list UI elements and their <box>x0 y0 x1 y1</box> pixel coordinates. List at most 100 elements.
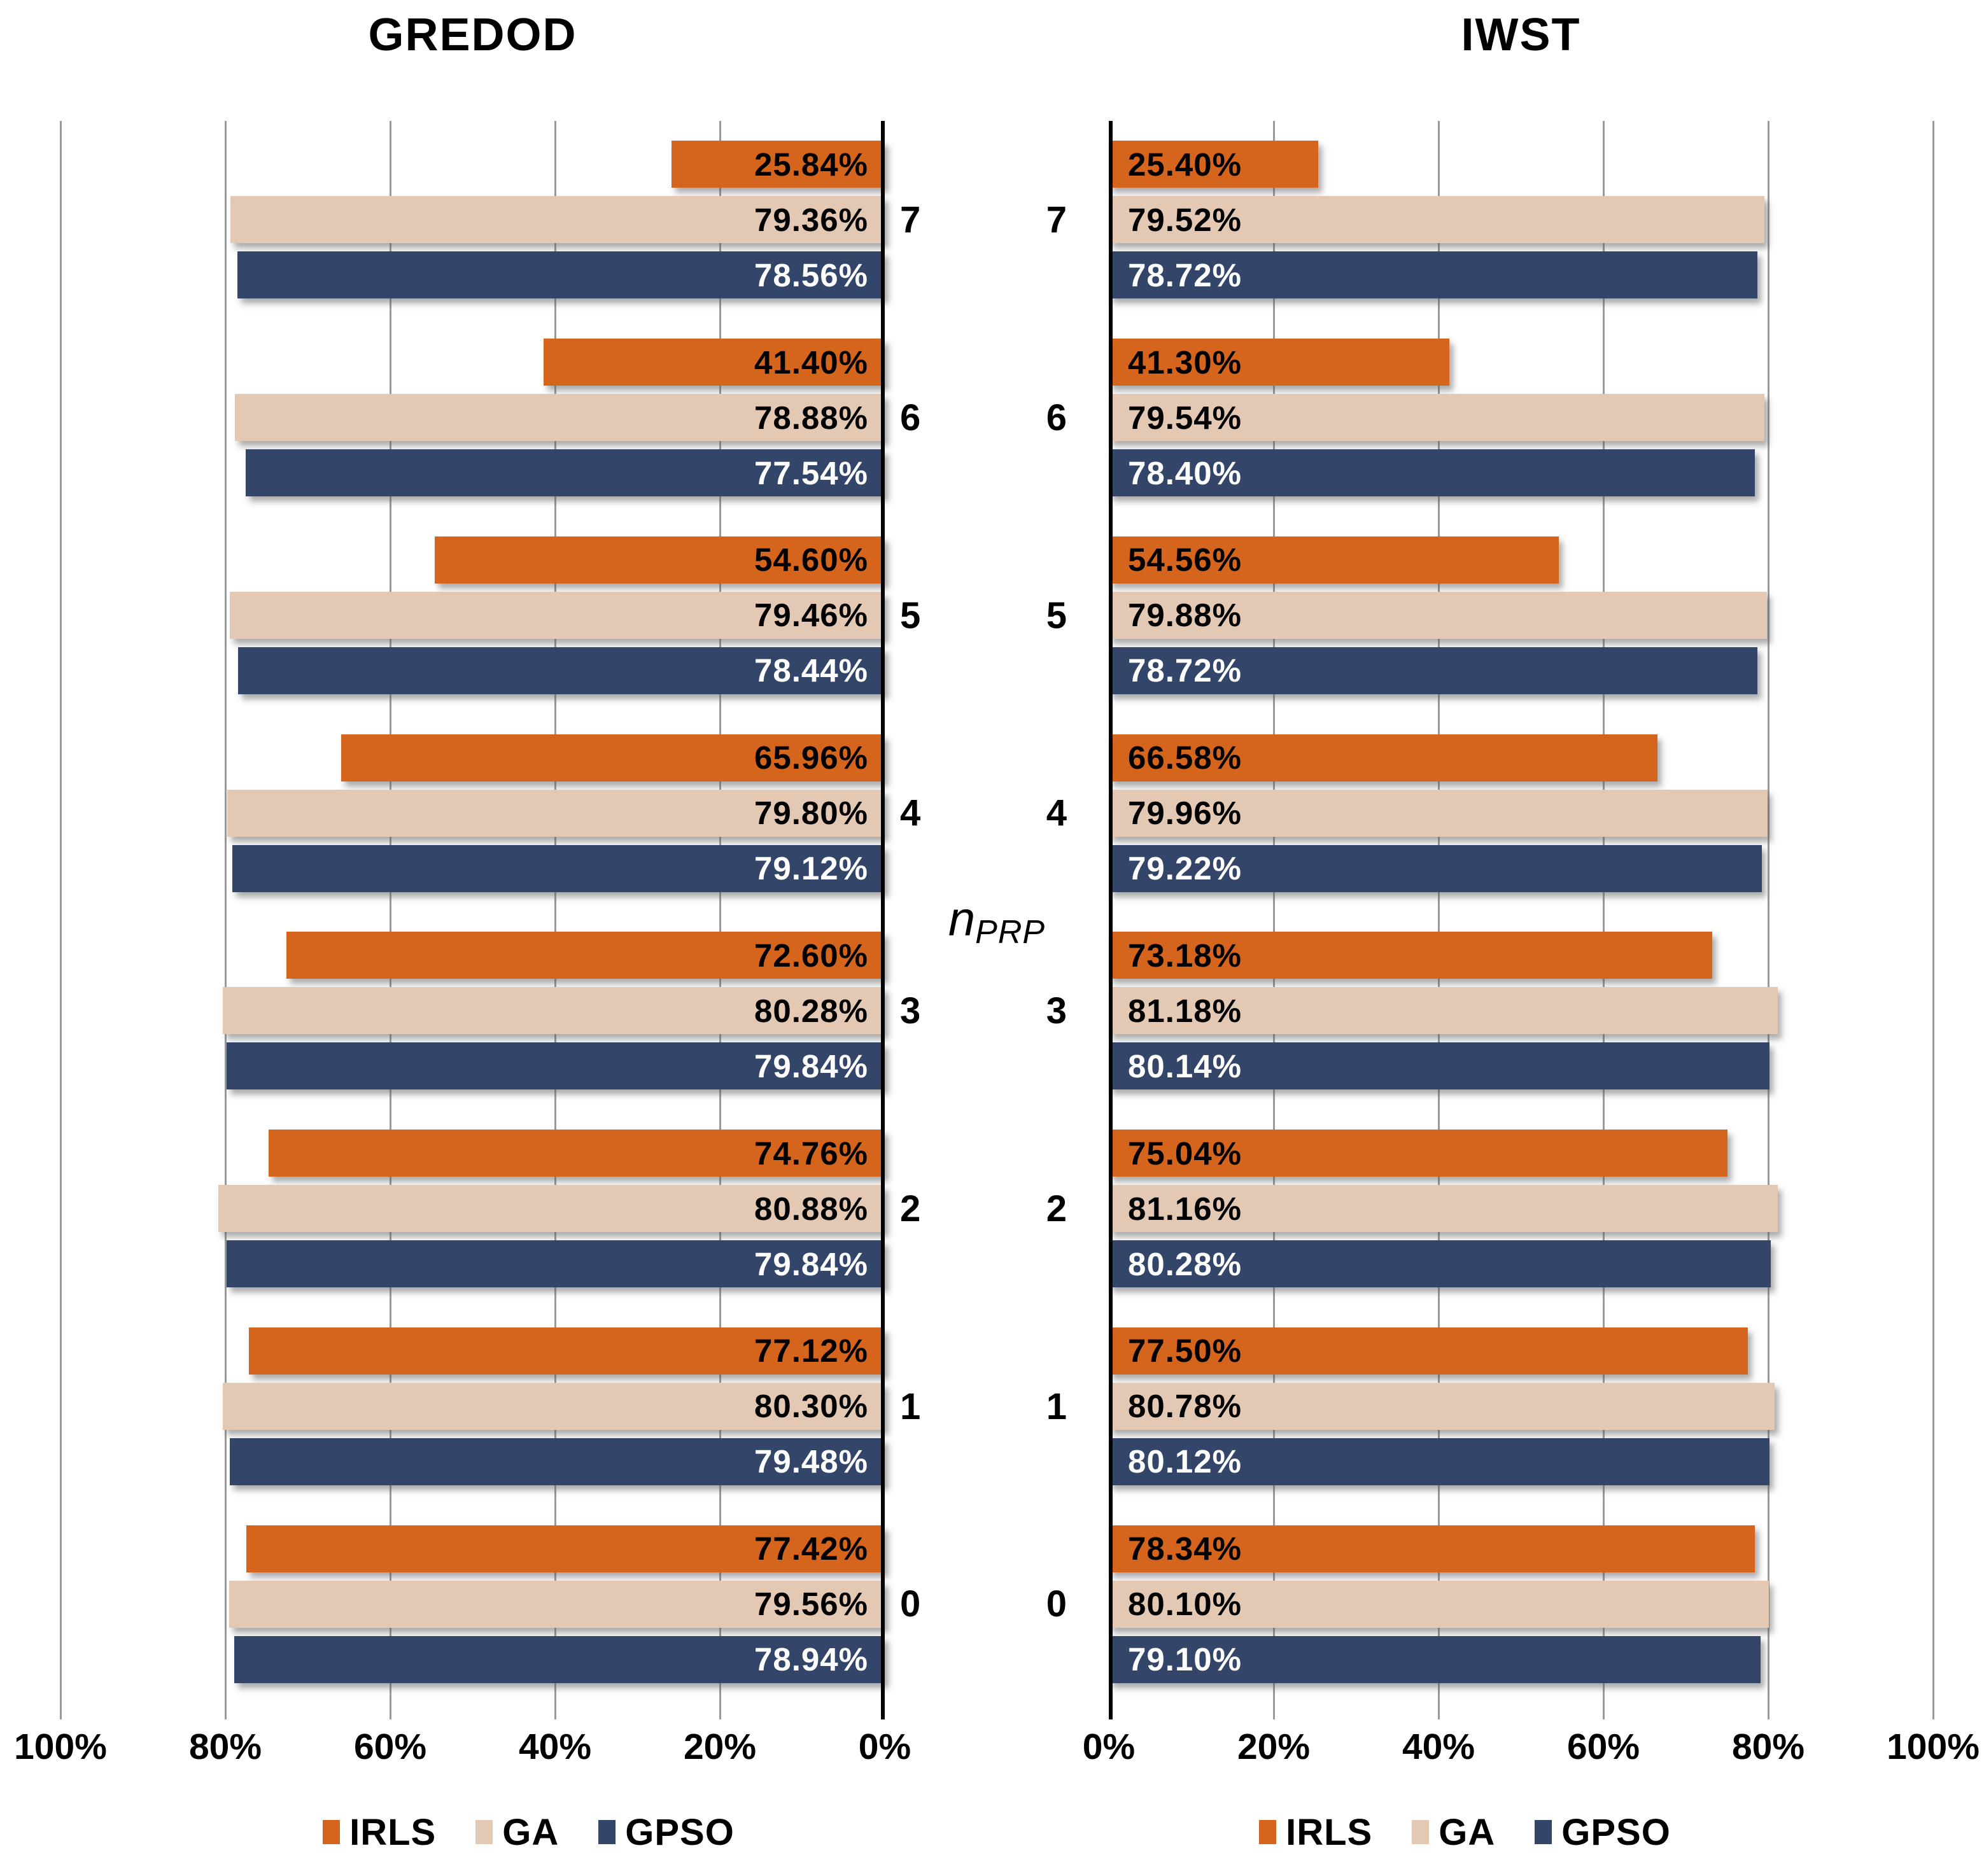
bar-group-nprp-7: 25.84% 79.36% 78.56% <box>60 121 885 319</box>
bar-group-nprp-0: 77.42% 79.56% 78.94% <box>60 1505 885 1703</box>
axis-variable-name: n <box>948 892 976 946</box>
x-tick-label: 60% <box>353 1726 427 1767</box>
bar-irls: 75.04% <box>1109 1130 1727 1177</box>
bar-ga: 80.28% <box>223 987 885 1035</box>
bar-value-label: 78.34% <box>1128 1530 1242 1567</box>
bar-irls: 65.96% <box>341 734 885 781</box>
gridline <box>1932 121 1934 1719</box>
category-label-nprp-2: 2 <box>1046 1188 1067 1229</box>
legend-label: GPSO <box>1561 1811 1671 1853</box>
bar-gpso: 79.12% <box>232 844 885 892</box>
legend-gredod: IRLS GA GPSO <box>60 1805 997 1859</box>
category-axis-iwst: 7 6 5 4 3 2 1 0 <box>993 121 1090 1703</box>
category-axis-gredod: 7 6 5 4 3 2 1 0 <box>891 121 974 1703</box>
bar-value-label: 77.42% <box>754 1530 868 1567</box>
bar-ga: 80.10% <box>1109 1580 1769 1628</box>
legend-item-irls: IRLS <box>323 1811 436 1854</box>
bar-value-label: 73.18% <box>1128 937 1242 974</box>
bar-gpso: 79.10% <box>1109 1635 1761 1683</box>
bar-value-label: 79.84% <box>754 1245 868 1282</box>
plot-area-iwst: 25.40% 79.52% 78.72% 41.30% 79.54% 78.40% 54.5… <box>1109 121 1934 1719</box>
axis-line <box>1109 121 1113 1719</box>
x-tick-label: 20% <box>1237 1726 1311 1767</box>
legend-swatch-icon <box>323 1820 341 1844</box>
axis-variable-subscript: PRP <box>975 914 1046 951</box>
legend-iwst: IRLS GA GPSO <box>997 1805 1933 1859</box>
bar-irls: 77.42% <box>246 1525 885 1572</box>
x-tick-label: 100% <box>1887 1726 1980 1767</box>
bar-ga: 79.54% <box>1109 394 1765 442</box>
x-tick-label: 80% <box>188 1726 262 1767</box>
gridline <box>1768 121 1769 1719</box>
gridline <box>60 121 62 1719</box>
bar-value-label: 80.14% <box>1128 1047 1242 1084</box>
bar-value-label: 77.50% <box>1128 1333 1242 1369</box>
bar-irls: 25.84% <box>672 141 885 188</box>
chart-title-gredod: GREDOD <box>368 10 577 60</box>
bar-value-label: 79.84% <box>754 1047 868 1084</box>
x-tick-label: 80% <box>1731 1726 1805 1767</box>
bar-value-label: 80.10% <box>1128 1586 1242 1623</box>
category-label-nprp-2: 2 <box>900 1188 921 1229</box>
category-label-nprp-4: 4 <box>1046 792 1067 834</box>
category-label-nprp-7: 7 <box>1046 199 1067 241</box>
category-label-nprp-5: 5 <box>1046 595 1067 636</box>
category-label-nprp-4: 4 <box>900 792 921 834</box>
x-tick-label: 60% <box>1566 1726 1640 1767</box>
bar-group-nprp-5: 54.60% 79.46% 78.44% <box>60 517 885 715</box>
bar-gpso: 78.44% <box>238 647 885 694</box>
bar-group-nprp-1: 77.50% 80.78% 80.12% <box>1109 1308 1933 1506</box>
bar-value-label: 78.44% <box>754 652 868 689</box>
gridline <box>1603 121 1605 1719</box>
bar-gpso: 78.72% <box>1109 647 1758 694</box>
category-label-nprp-6: 6 <box>900 397 921 438</box>
bar-irls: 25.40% <box>1109 141 1318 188</box>
gridline <box>1438 121 1440 1719</box>
bar-irls: 74.76% <box>268 1130 885 1177</box>
bar-value-label: 80.28% <box>754 992 868 1029</box>
bar-value-label: 72.60% <box>754 937 868 974</box>
bar-value-label: 80.12% <box>1128 1443 1242 1480</box>
bar-value-label: 78.88% <box>754 399 868 436</box>
bar-value-label: 78.94% <box>754 1641 868 1678</box>
x-tick-label: 0% <box>858 1726 911 1767</box>
bar-value-label: 65.96% <box>754 739 868 776</box>
bar-irls: 78.34% <box>1109 1525 1755 1572</box>
bar-value-label: 79.46% <box>754 597 868 634</box>
center-axis-label: n PRP <box>885 878 1109 961</box>
bar-value-label: 25.40% <box>1128 146 1242 183</box>
legend-label: GPSO <box>625 1811 735 1853</box>
bar-irls: 41.30% <box>1109 339 1449 386</box>
gridline <box>1273 121 1275 1719</box>
x-tick-label: 40% <box>518 1726 592 1767</box>
category-label-nprp-0: 0 <box>1046 1583 1067 1625</box>
bar-value-label: 79.80% <box>754 795 868 832</box>
bar-value-label: 79.48% <box>754 1443 868 1480</box>
bar-group-nprp-0: 78.34% 80.10% 79.10% <box>1109 1505 1933 1703</box>
bar-value-label: 79.54% <box>1128 399 1242 436</box>
x-tick-label: 0% <box>1082 1726 1136 1767</box>
bar-gpso: 78.40% <box>1109 449 1755 497</box>
bar-group-nprp-4: 65.96% 79.80% 79.12% <box>60 714 885 912</box>
legend-swatch-icon <box>1412 1820 1430 1844</box>
bar-value-label: 79.22% <box>1128 850 1242 887</box>
bar-value-label: 74.76% <box>754 1135 868 1172</box>
bar-value-label: 54.60% <box>754 542 868 578</box>
gridline <box>554 121 556 1719</box>
bar-value-label: 41.40% <box>754 344 868 381</box>
bar-irls: 73.18% <box>1109 932 1712 979</box>
bar-value-label: 80.88% <box>754 1190 868 1227</box>
bar-irls: 41.40% <box>543 339 885 386</box>
legend-label: GA <box>502 1811 559 1853</box>
category-label-nprp-1: 1 <box>1046 1386 1067 1427</box>
category-label-nprp-3: 3 <box>900 990 921 1032</box>
bar-gpso: 77.54% <box>245 449 885 497</box>
bar-value-label: 25.84% <box>754 146 868 183</box>
legend-item-irls: IRLS <box>1259 1811 1372 1854</box>
bar-group-nprp-1: 77.12% 80.30% 79.48% <box>60 1308 885 1506</box>
bar-value-label: 79.52% <box>1128 201 1242 238</box>
legend-label: GA <box>1439 1811 1496 1853</box>
bar-group-nprp-2: 75.04% 81.16% 80.28% <box>1109 1110 1933 1308</box>
bar-group-nprp-6: 41.30% 79.54% 78.40% <box>1109 319 1933 517</box>
